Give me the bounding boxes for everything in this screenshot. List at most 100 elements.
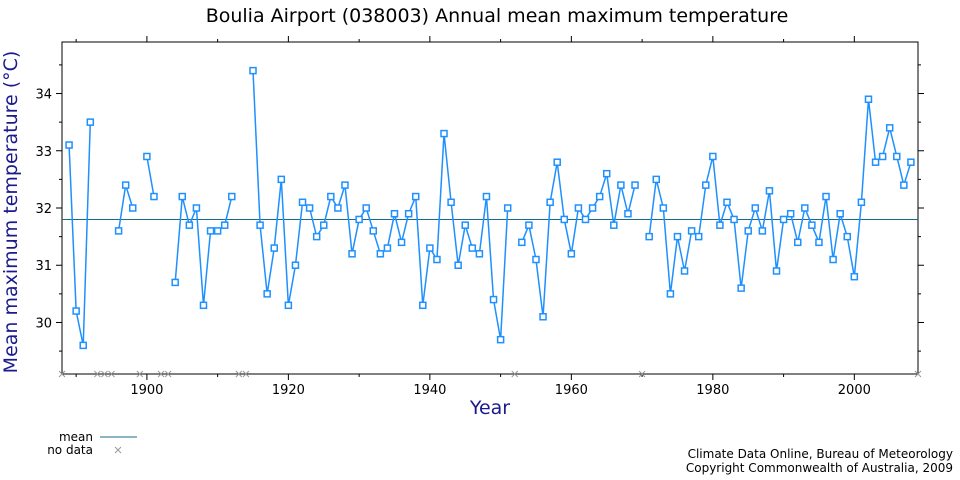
data-point bbox=[539, 313, 547, 321]
no-data-x-stroke bbox=[94, 370, 101, 378]
data-point bbox=[192, 204, 201, 212]
no-data-x-stroke bbox=[58, 370, 66, 378]
data-point bbox=[475, 250, 484, 258]
data-point bbox=[709, 152, 717, 161]
data-point bbox=[376, 250, 385, 258]
data-point bbox=[496, 335, 505, 344]
no-data-x-stroke bbox=[157, 370, 165, 378]
data-point bbox=[588, 204, 597, 212]
no-data-x-stroke bbox=[242, 370, 250, 378]
y-tick-label: 34 bbox=[35, 88, 52, 103]
data-point bbox=[758, 227, 767, 235]
data-point bbox=[404, 209, 413, 218]
data-point bbox=[602, 169, 611, 178]
data-point bbox=[864, 95, 873, 103]
data-point bbox=[206, 227, 215, 235]
data-point bbox=[320, 221, 328, 229]
series-group bbox=[65, 66, 915, 350]
data-point bbox=[793, 238, 802, 247]
data-point bbox=[716, 221, 724, 229]
data-point bbox=[652, 175, 660, 184]
data-point bbox=[574, 204, 583, 212]
x-axis-label: Year bbox=[469, 397, 510, 419]
data-point bbox=[355, 215, 363, 224]
data-point bbox=[419, 301, 427, 310]
data-point bbox=[220, 221, 229, 229]
data-point bbox=[737, 284, 745, 292]
data-point bbox=[871, 158, 880, 166]
no-data-marker bbox=[511, 370, 519, 378]
data-point bbox=[305, 204, 314, 212]
data-point bbox=[312, 232, 321, 241]
data-point bbox=[829, 255, 837, 264]
data-point bbox=[836, 209, 844, 218]
data-point bbox=[659, 204, 668, 212]
y-tick-label: 31 bbox=[35, 259, 52, 274]
data-point bbox=[79, 341, 87, 350]
data-point bbox=[666, 290, 675, 298]
data-point bbox=[532, 255, 540, 264]
no-data-x-stroke bbox=[164, 370, 172, 378]
data-point bbox=[673, 232, 682, 241]
no-data-marker bbox=[638, 370, 646, 378]
data-point bbox=[553, 158, 561, 166]
series-line-segment bbox=[174, 196, 233, 306]
data-point bbox=[744, 227, 752, 235]
data-point bbox=[610, 221, 618, 229]
data-point bbox=[411, 192, 420, 201]
no-data-x-stroke bbox=[136, 370, 144, 378]
data-point bbox=[702, 181, 710, 189]
no-data-x-stroke bbox=[108, 370, 115, 378]
data-point bbox=[256, 221, 264, 229]
data-point bbox=[397, 238, 406, 247]
data-point bbox=[900, 181, 908, 189]
data-point bbox=[291, 261, 300, 269]
data-point bbox=[801, 204, 809, 212]
data-point bbox=[461, 221, 469, 229]
data-point bbox=[213, 227, 222, 235]
legend-label-no-data: no data bbox=[47, 443, 93, 457]
no-data-marker bbox=[108, 370, 115, 378]
data-point bbox=[433, 255, 441, 264]
data-point bbox=[581, 215, 590, 224]
data-point bbox=[298, 198, 307, 207]
no-data-x-stroke bbox=[638, 370, 646, 378]
y-axis-label: Mean maximum temperature (°C) bbox=[0, 51, 22, 374]
data-point bbox=[850, 272, 859, 281]
no-data-marker bbox=[136, 370, 144, 378]
data-point bbox=[843, 232, 852, 241]
legend: mean no data bbox=[47, 430, 137, 457]
data-point bbox=[546, 198, 554, 207]
x-tick-label: 1900 bbox=[130, 383, 163, 398]
series-line-segment bbox=[648, 99, 912, 294]
data-point bbox=[482, 192, 491, 201]
data-point bbox=[178, 192, 187, 201]
x-tick-label: 1920 bbox=[272, 383, 305, 398]
data-point bbox=[730, 215, 738, 224]
chart-title: Boulia Airport (038003) Annual mean maxi… bbox=[206, 5, 789, 27]
data-point bbox=[772, 267, 781, 275]
legend-no-data-x-icon bbox=[114, 446, 122, 454]
data-point bbox=[447, 198, 455, 207]
data-point bbox=[334, 204, 342, 212]
data-point bbox=[822, 192, 830, 201]
data-point bbox=[121, 181, 130, 189]
data-point bbox=[348, 250, 356, 258]
data-point bbox=[150, 192, 158, 201]
no-data-marker bbox=[94, 370, 101, 378]
no-data-marker bbox=[58, 370, 66, 378]
y-tick-label: 32 bbox=[35, 202, 52, 217]
data-point bbox=[815, 238, 823, 247]
data-point bbox=[765, 187, 774, 195]
data-point bbox=[454, 261, 462, 269]
data-point bbox=[893, 152, 901, 161]
data-point bbox=[284, 301, 293, 310]
data-point bbox=[857, 198, 866, 207]
series-line-segment bbox=[252, 70, 509, 340]
data-point bbox=[468, 244, 477, 252]
data-point bbox=[228, 192, 236, 201]
data-point bbox=[751, 204, 760, 212]
data-point bbox=[440, 129, 448, 138]
data-point bbox=[249, 66, 257, 75]
